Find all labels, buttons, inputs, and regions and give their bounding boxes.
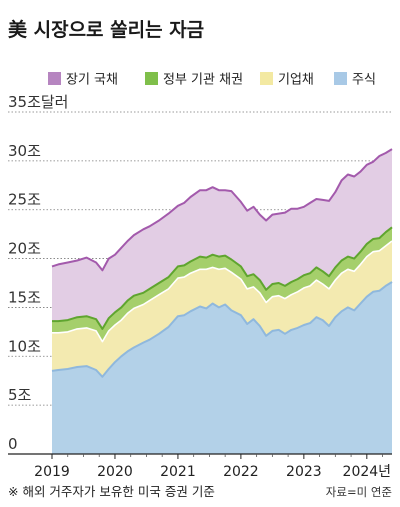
x-tick-label-2020: 2020 <box>97 464 133 480</box>
y-axis-ticks: 35조달러 30조 25조 20조 15조 10조 5조 0 <box>8 93 69 453</box>
area-long-term-treasury <box>52 149 392 329</box>
legend-swatch-agency-bonds <box>145 72 158 85</box>
stacked-areas <box>52 149 392 454</box>
y-tick-label-25: 25조 <box>8 191 41 209</box>
y-tick-label-15: 15조 <box>8 288 41 306</box>
y-tick-label-20: 20조 <box>8 240 41 258</box>
legend-label-long-term-treasury: 장기 국채 <box>66 73 118 88</box>
chart-title: 美 시장으로 쏠리는 자금 <box>8 18 204 41</box>
y-tick-label-10: 10조 <box>8 337 41 355</box>
series-lines <box>51 148 393 378</box>
legend-label-agency-bonds: 정부 기관 채권 <box>163 73 243 88</box>
legend-swatch-long-term-treasury <box>48 72 61 85</box>
x-tick-label-2022: 2022 <box>223 464 259 480</box>
area-corporate-bonds <box>52 241 392 377</box>
x-tick-label-2021: 2021 <box>160 464 196 480</box>
x-axis: 2019 2020 2021 2022 2023 2024년 <box>8 453 392 480</box>
line-corporate-bonds <box>52 240 393 343</box>
line-long-term-treasury <box>51 148 393 272</box>
line-stocks <box>51 281 393 378</box>
x-tick-label-2019: 2019 <box>34 464 70 480</box>
legend-swatch-corporate-bonds <box>260 72 273 85</box>
legend: 장기 국채 정부 기관 채권 기업채 주식 <box>48 72 376 88</box>
y-tick-label-35: 35조달러 <box>8 93 69 111</box>
line-agency-bonds <box>52 226 393 330</box>
legend-label-stocks: 주식 <box>352 73 376 88</box>
legend-swatch-stocks <box>334 72 347 85</box>
y-tick-label-30: 30조 <box>8 142 41 160</box>
footnote: ※ 해외 거주자가 보유한 미국 증권 기준 <box>8 484 215 499</box>
legend-label-corporate-bonds: 기업채 <box>278 73 314 88</box>
source-credit: 자료=미 연준 <box>326 485 392 499</box>
x-tick-label-2023: 2023 <box>286 464 322 480</box>
x-tick-label-2024: 2024년 <box>343 464 392 480</box>
y-tick-label-5: 5조 <box>8 386 32 404</box>
y-tick-label-0: 0 <box>8 435 18 453</box>
